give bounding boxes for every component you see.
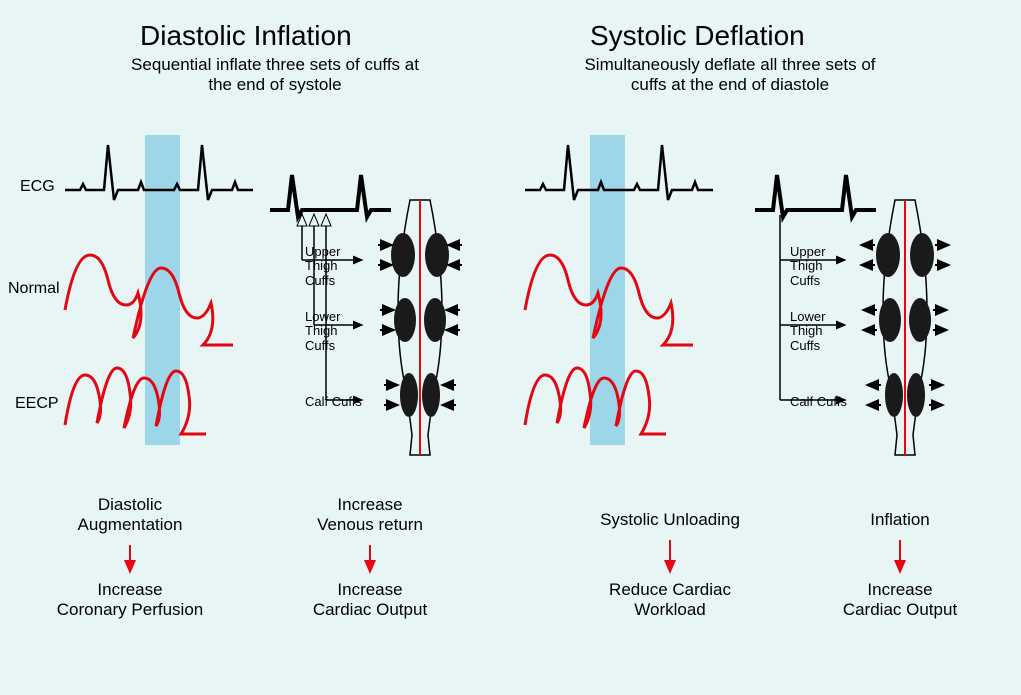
ecg-triangles-left [297, 214, 331, 226]
highlight-right [590, 135, 625, 445]
effect-arrows [130, 540, 900, 572]
ecg-small-left [270, 175, 391, 217]
leg-left [391, 200, 449, 455]
ecg-small-right [755, 175, 876, 217]
eecp-left [65, 368, 206, 434]
timing-lines-left [302, 226, 326, 400]
diagram-svg [0, 0, 1021, 695]
label-arrows-left [302, 260, 362, 400]
label-arrows-right [780, 260, 845, 400]
leg-right [876, 200, 934, 455]
